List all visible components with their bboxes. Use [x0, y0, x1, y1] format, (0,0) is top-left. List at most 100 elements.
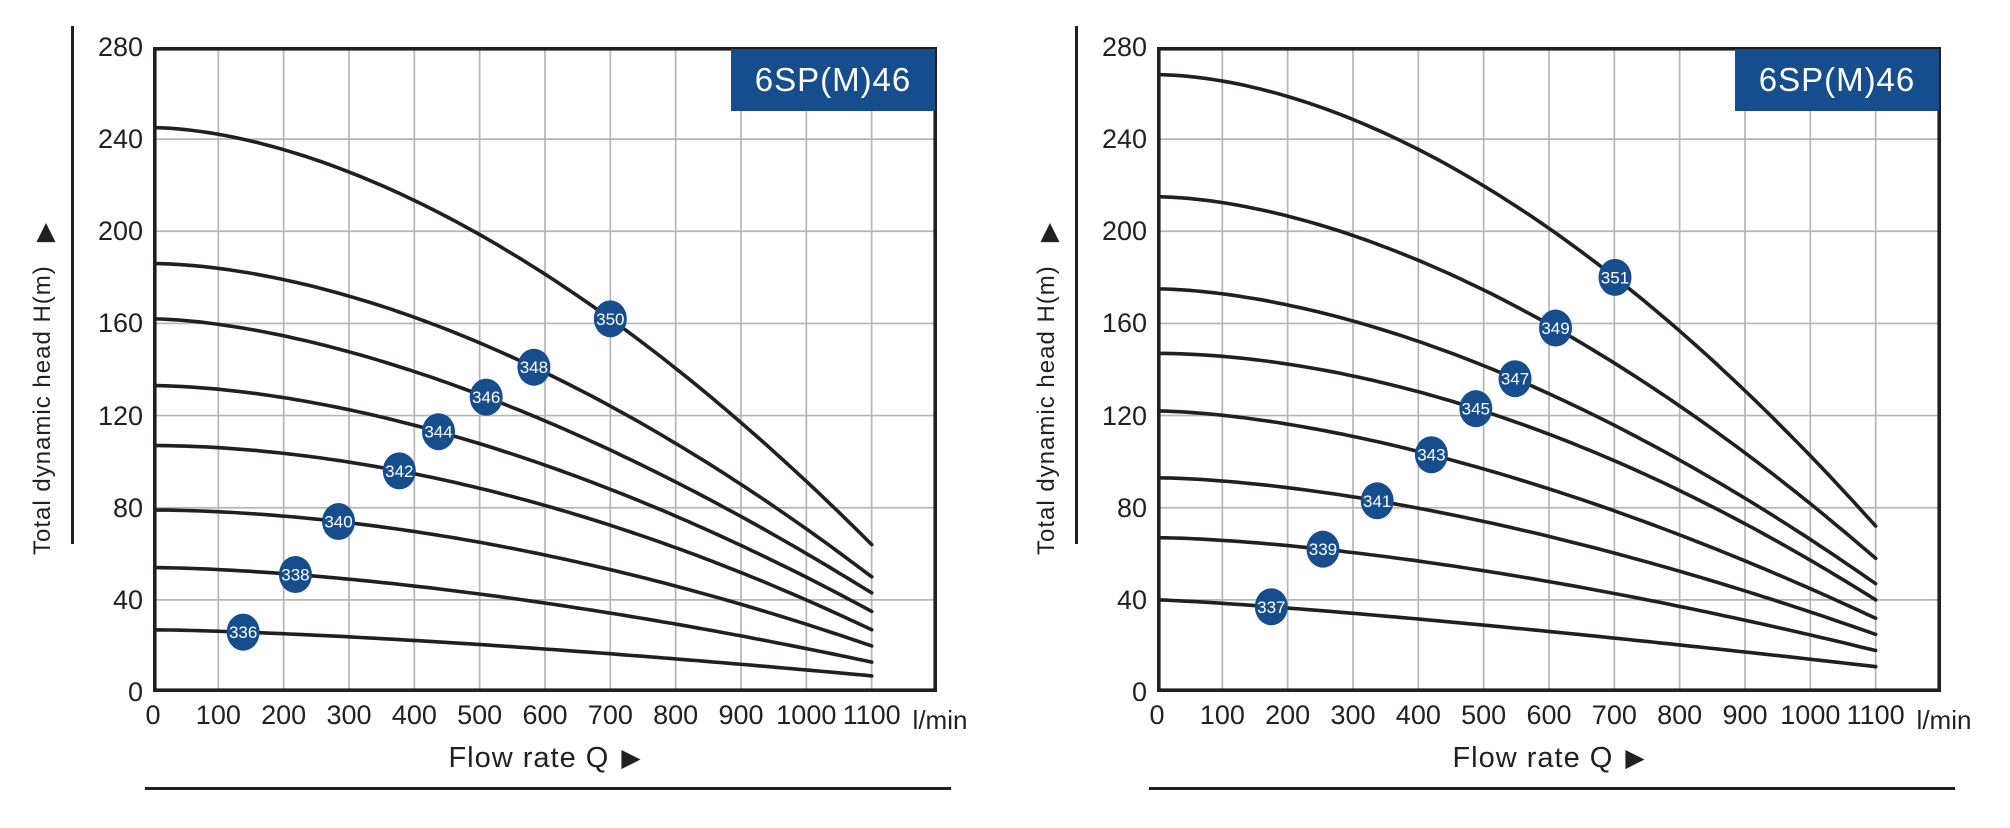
pump-curve-342 — [153, 443, 874, 632]
y-tick-label: 200 — [97, 216, 143, 247]
y-axis-title: Total dynamic head H(m) — [1033, 265, 1060, 555]
pump-curve-348 — [153, 261, 874, 579]
curve-badge-label: 345 — [1462, 400, 1490, 419]
pump-curve-338 — [153, 565, 874, 664]
pump-curve-349 — [1157, 194, 1878, 561]
x-tick-label: 500 — [457, 700, 503, 730]
curve-badge-label: 348 — [520, 358, 548, 377]
y-tick-label: 0 — [127, 677, 143, 707]
pump-curve-347 — [1157, 287, 1878, 586]
pump-curve-341 — [1157, 475, 1878, 637]
x-tick-label: 100 — [195, 700, 241, 730]
x-tick-label: 600 — [522, 700, 568, 730]
x-tick-label: 300 — [1330, 700, 1376, 730]
y-axis-line — [1075, 26, 1078, 544]
pump-curve-340 — [153, 508, 874, 648]
curve-badge — [226, 613, 260, 651]
x-axis-right-arrow-icon: ▶ — [621, 743, 642, 772]
x-tick-label: 0 — [145, 700, 161, 730]
x-tick-label: 1000 — [776, 700, 837, 730]
y-tick-label: 160 — [97, 308, 143, 339]
curve-badge — [517, 348, 551, 386]
x-tick-label: 1100 — [1846, 700, 1905, 730]
curve-badge — [322, 503, 356, 541]
x-tick-label: 1000 — [1780, 700, 1841, 730]
curve-badge-label: 339 — [1309, 540, 1337, 559]
x-axis-title-text: Flow rate Q — [448, 741, 610, 774]
curve-badge-label: 343 — [1417, 446, 1445, 465]
model-badge: 6SP(M)46 — [1735, 49, 1939, 111]
y-tick-label: 240 — [97, 124, 143, 155]
curve-badge — [469, 378, 503, 416]
curve-badge — [1414, 436, 1448, 474]
plot-area: 336 338 340 342 344 346 348 350 6SP(M)46 — [153, 47, 937, 692]
x-tick-label: 1100 — [842, 700, 901, 730]
chart-underline — [145, 787, 951, 790]
y-tick-label: 120 — [97, 400, 143, 431]
chart-underline — [1149, 787, 1955, 790]
y-tick-label: 240 — [1101, 124, 1147, 155]
model-badge-label: 6SP(M)46 — [754, 61, 912, 98]
model-badge-label: 6SP(M)46 — [1758, 61, 1916, 98]
x-tick-label: 700 — [1591, 700, 1637, 730]
x-tick-label: 0 — [1149, 700, 1165, 730]
x-tick-label: 600 — [1526, 700, 1572, 730]
model-badge: 6SP(M)46 — [731, 49, 935, 111]
x-tick-label: 800 — [653, 700, 699, 730]
y-tick-label: 120 — [1101, 400, 1147, 431]
x-tick-label: 300 — [326, 700, 372, 730]
pump-curve-351 — [1157, 72, 1878, 528]
plot-border — [1157, 47, 1941, 692]
x-axis-title: Flow rate Q ▶ — [153, 741, 937, 775]
pump-curve-339 — [1157, 535, 1878, 653]
x-axis-title-text: Flow rate Q — [1452, 741, 1614, 774]
curve-badge — [422, 413, 456, 451]
x-tick-label: 200 — [1265, 700, 1311, 730]
curve-badge — [1459, 390, 1493, 428]
y-tick-label: 200 — [1101, 216, 1147, 247]
curve-badge-label: 337 — [1257, 598, 1285, 617]
plot-svg: 337 339 341 343 345 347 349 351 — [1157, 47, 1941, 692]
y-tick-label: 40 — [112, 584, 143, 615]
curve-badge — [1360, 482, 1394, 520]
pump-curve-345 — [1157, 351, 1878, 602]
x-tick-label: 400 — [391, 700, 437, 730]
curve-badge-label: 344 — [424, 423, 452, 442]
curve-badge-label: 347 — [1501, 370, 1529, 389]
x-tick-label: 500 — [1461, 700, 1507, 730]
curve-badge-label: 346 — [472, 388, 500, 407]
y-tick-label: 280 — [1101, 32, 1147, 62]
y-tick-label: 40 — [1116, 584, 1147, 615]
curve-badge — [593, 300, 627, 338]
curve-badge — [1498, 360, 1532, 398]
y-tick-label: 280 — [97, 32, 143, 62]
y-tick-label: 160 — [1101, 308, 1147, 339]
y-tick-label: 80 — [112, 492, 143, 523]
y-tick-label: 80 — [1116, 492, 1147, 523]
x-axis-right-arrow-icon: ▶ — [1625, 743, 1646, 772]
x-tick-label: 200 — [261, 700, 307, 730]
plot-area: 337 339 341 343 345 347 349 351 6SP(M)46 — [1157, 47, 1941, 692]
curve-badge-label: 341 — [1363, 492, 1391, 511]
y-axis-title: Total dynamic head H(m) — [29, 265, 56, 555]
curve-badge — [382, 452, 416, 490]
curve-badge-label: 338 — [281, 566, 309, 585]
curve-badge — [1598, 258, 1632, 296]
pump-curve-346 — [153, 316, 874, 595]
x-tick-label: 100 — [1199, 700, 1245, 730]
pump-curve-337 — [1157, 598, 1878, 669]
curve-badge — [1254, 588, 1288, 626]
curve-badge-label: 349 — [1541, 319, 1569, 338]
y-axis-up-arrow-icon: ▲ — [36, 216, 56, 245]
y-axis-line — [71, 26, 74, 544]
x-tick-label: 700 — [587, 700, 633, 730]
curve-badge — [1306, 530, 1340, 568]
curve-badge — [278, 556, 312, 594]
curve-badge-label: 351 — [1601, 268, 1629, 287]
curve-badge-label: 350 — [596, 310, 624, 329]
y-tick-label: 0 — [1131, 677, 1147, 707]
x-axis-unit: l/min — [912, 705, 968, 735]
